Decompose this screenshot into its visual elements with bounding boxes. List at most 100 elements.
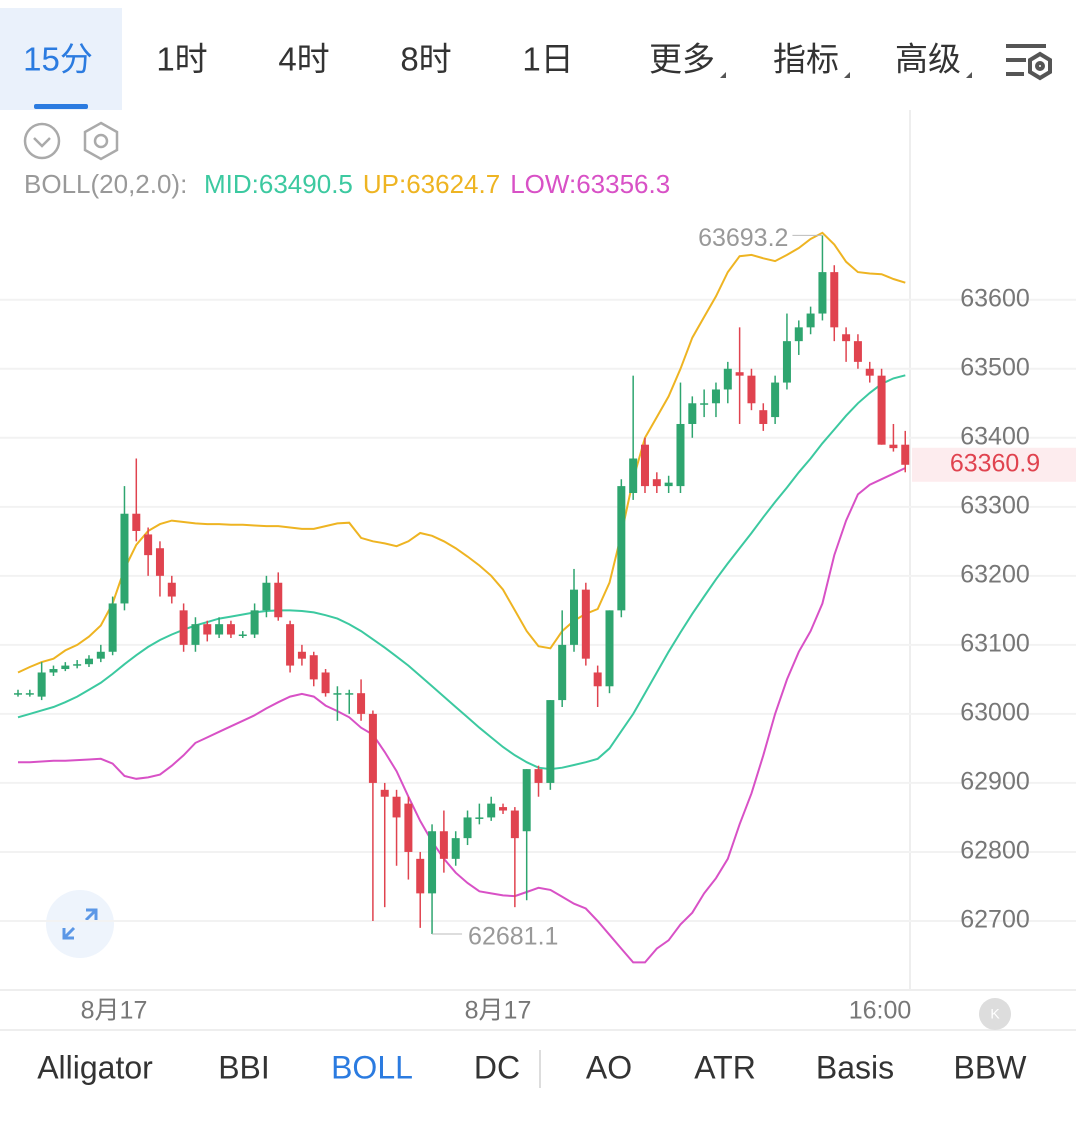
candle-body: [487, 803, 496, 818]
timeframe-tab[interactable]: 指标: [773, 41, 839, 78]
active-tab-bg: [0, 8, 122, 110]
y-tick-label: 63500: [960, 353, 1030, 381]
max-label: 63693.2: [698, 224, 788, 252]
candle-body: [14, 693, 22, 695]
candle-body: [404, 803, 413, 852]
candle-body: [392, 796, 401, 818]
candle-body: [25, 693, 34, 695]
boll-line: [17, 374, 906, 771]
collapse-icon[interactable]: [23, 122, 61, 160]
candle-body: [61, 665, 70, 670]
y-tick-label: 62700: [960, 906, 1030, 934]
timeframe-tab[interactable]: 15分: [23, 41, 93, 78]
current-price: 63360.9: [950, 449, 1040, 477]
timeframe-tab[interactable]: 高级: [895, 41, 961, 78]
timeframe-tab[interactable]: 1时: [156, 41, 207, 78]
dropdown-caret: [844, 72, 850, 78]
min-label: 62681.1: [468, 923, 558, 951]
indicator-tab[interactable]: Alligator: [37, 1049, 153, 1085]
candle-body: [84, 658, 93, 665]
dropdown-caret: [966, 72, 972, 78]
y-tick-label: 62900: [960, 768, 1030, 796]
candle-body: [640, 444, 649, 487]
candle-body: [853, 341, 862, 362]
expand-button[interactable]: [46, 890, 114, 958]
reset-button[interactable]: K: [979, 998, 1011, 1030]
candle-body: [120, 513, 129, 604]
candle-body: [830, 272, 839, 328]
candle-body: [203, 624, 212, 635]
indicator-tab[interactable]: BBI: [218, 1049, 270, 1085]
candle-body: [510, 810, 519, 839]
boll-value: 63356.3: [576, 169, 670, 199]
candle-body: [108, 603, 117, 652]
candle-body: [274, 582, 283, 618]
timeframe-tab[interactable]: 8时: [400, 41, 451, 78]
candle-body: [842, 334, 851, 342]
candle-body: [238, 634, 247, 637]
candle-body: [711, 389, 720, 404]
candle-body: [96, 651, 105, 659]
candle-body: [877, 375, 886, 445]
timeframe-tab[interactable]: 1日: [522, 41, 573, 78]
candle-body: [309, 655, 318, 680]
y-tick-label: 63000: [960, 699, 1030, 727]
price-tag-bg: [912, 447, 1076, 482]
candle-body: [333, 693, 342, 695]
settings-icon[interactable]: [1006, 44, 1052, 81]
candle-body: [297, 651, 306, 659]
hex-settings-icon[interactable]: [83, 121, 119, 161]
y-tick-label: 63100: [960, 629, 1030, 657]
candle-body: [179, 610, 188, 645]
candle-body: [416, 858, 425, 894]
y-tick-label: 63600: [960, 284, 1030, 312]
candle-body: [782, 341, 791, 383]
candle-body: [132, 513, 141, 531]
candle-body: [901, 444, 910, 465]
indicator-name: BOLL(20,2.0):: [24, 169, 187, 199]
timeframe-tab[interactable]: 更多: [649, 41, 715, 78]
timeframe-tab[interactable]: 4时: [278, 41, 329, 78]
boll-line: [17, 231, 906, 674]
boll-value: 63490.5: [259, 169, 353, 199]
candle-body: [570, 589, 579, 645]
candle-body: [652, 479, 661, 487]
candle-body: [286, 624, 295, 666]
candle-body: [37, 672, 46, 697]
candle-body: [463, 817, 472, 839]
indicator-tab[interactable]: ATR: [694, 1049, 756, 1085]
x-tick-label: 8月17: [465, 997, 532, 1025]
dropdown-caret: [720, 72, 726, 78]
indicator-tab[interactable]: Basis: [816, 1049, 894, 1085]
candle-body: [368, 713, 377, 783]
indicator-tab[interactable]: BBW: [954, 1049, 1028, 1085]
y-tick-label: 63300: [960, 491, 1030, 519]
candle-body: [546, 700, 555, 783]
candle-body: [262, 582, 271, 611]
indicator-tab[interactable]: BOLL: [331, 1049, 413, 1085]
candle-body: [605, 610, 614, 687]
candle-body: [558, 644, 567, 701]
candle-body: [759, 410, 768, 424]
candle-body: [889, 444, 898, 449]
candle-body: [475, 817, 484, 819]
active-tab-underline: [34, 104, 88, 109]
candle-body: [144, 534, 153, 556]
candle-body: [593, 672, 602, 687]
indicator-tab[interactable]: DC: [474, 1049, 520, 1085]
candle-body: [250, 610, 259, 635]
candle-body: [380, 789, 389, 797]
candle-body: [664, 482, 673, 487]
candle-body: [215, 624, 224, 635]
candle-body: [629, 458, 638, 494]
candle-body: [357, 693, 366, 714]
y-tick-label: 63200: [960, 560, 1030, 588]
candle-body: [73, 664, 82, 666]
candle-body: [723, 368, 732, 390]
svg-text:K: K: [990, 1006, 1000, 1022]
indicator-tab[interactable]: AO: [586, 1049, 632, 1085]
candle-body: [581, 589, 590, 659]
candle-body: [865, 368, 874, 376]
